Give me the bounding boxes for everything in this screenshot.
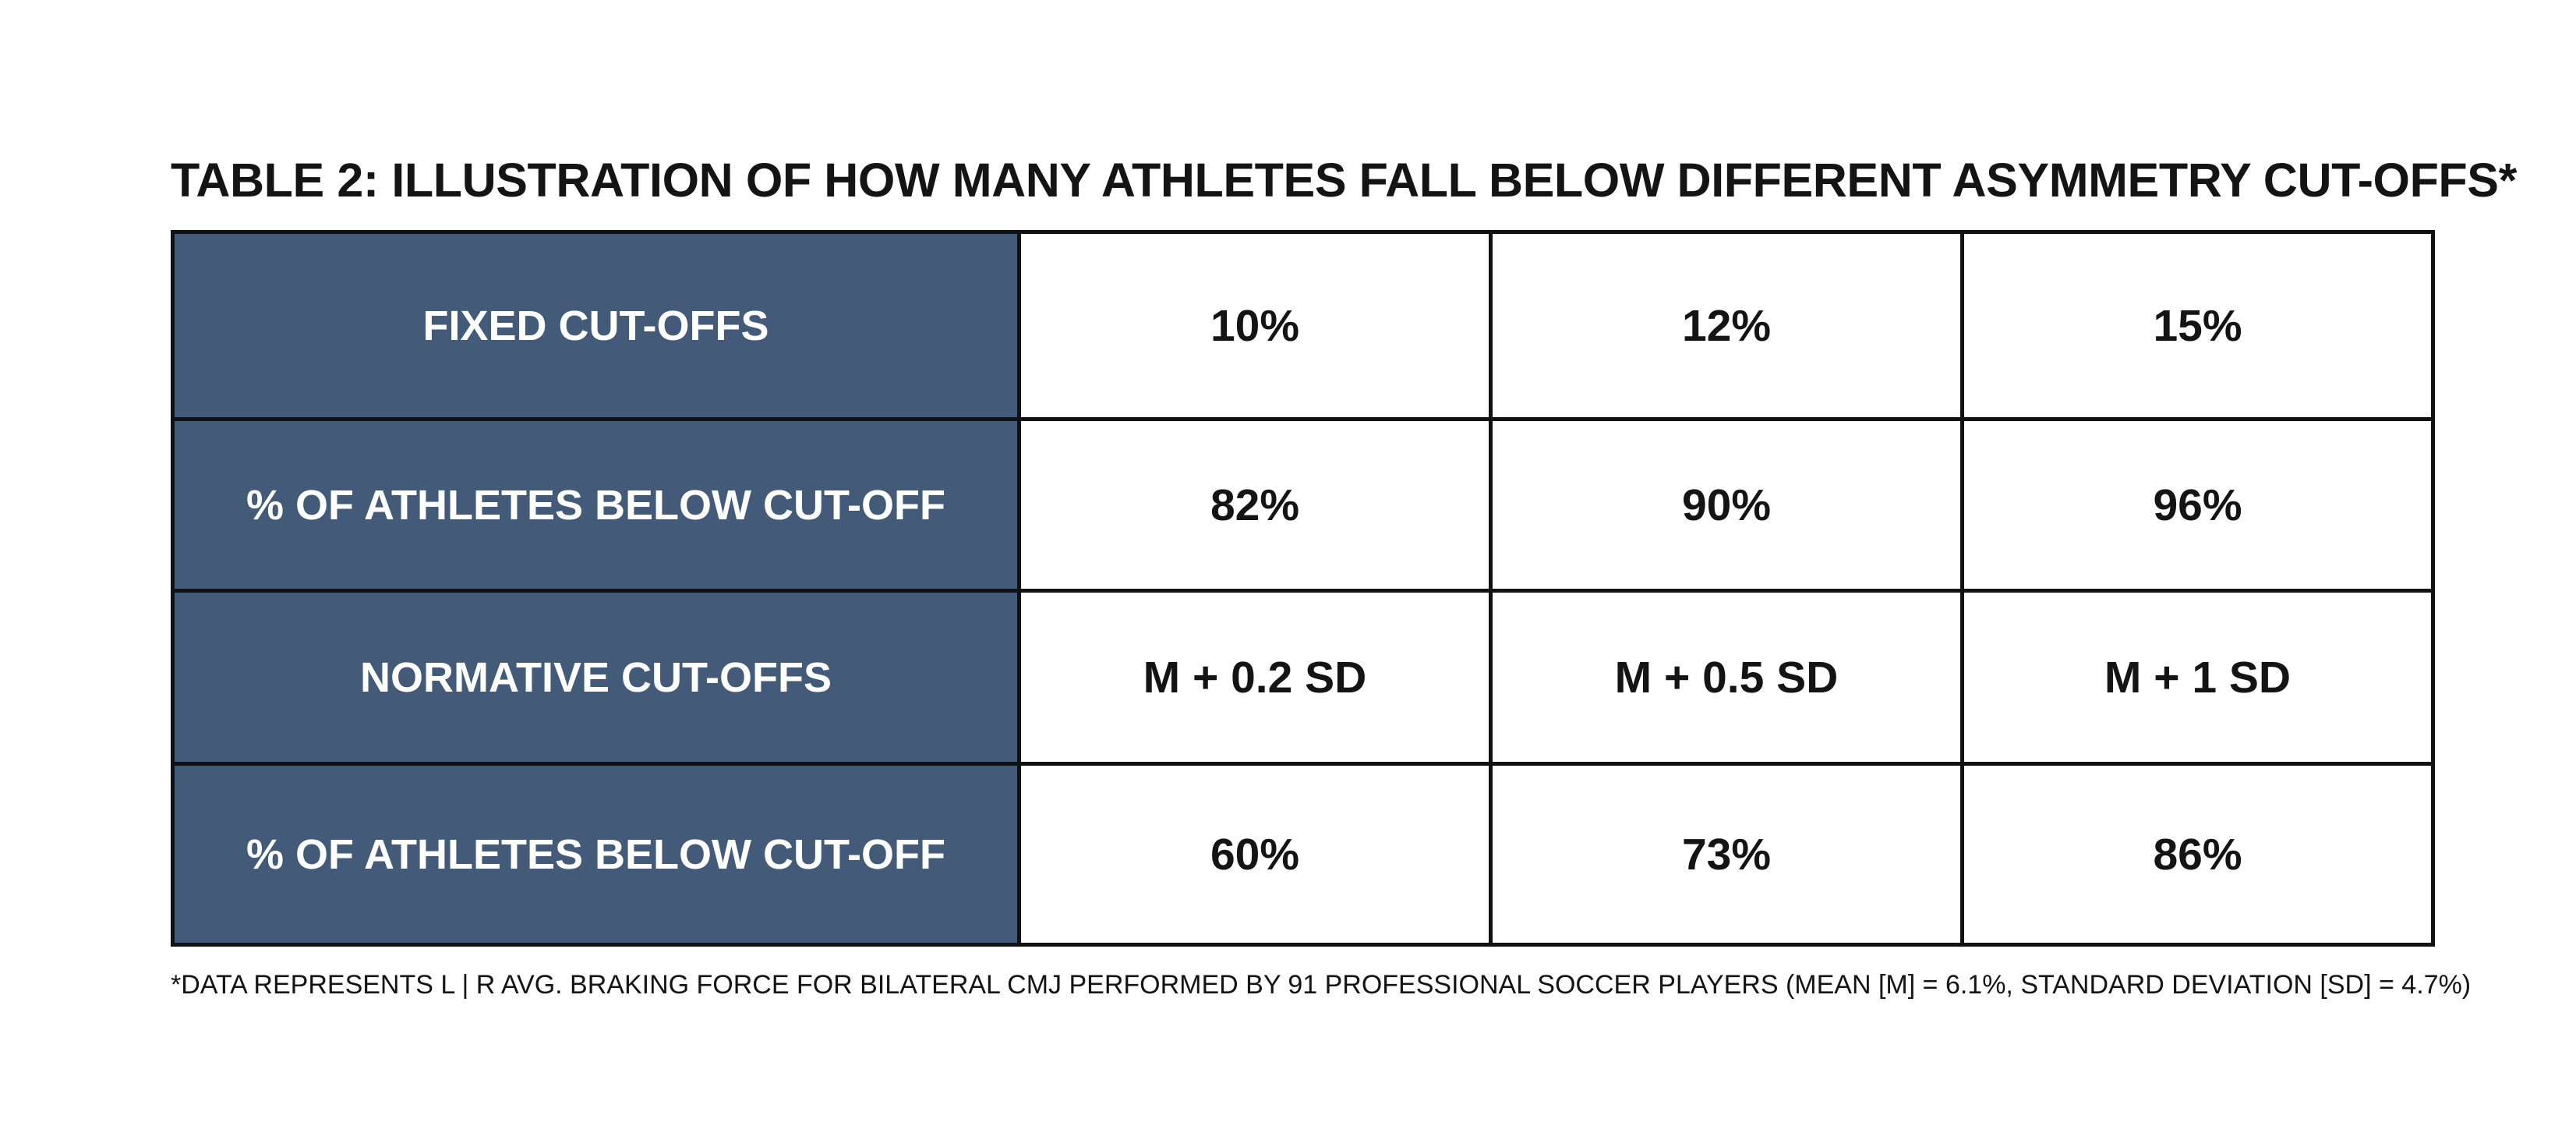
table-row-athletes-below-normative: % OF ATHLETES BELOW CUT-OFF 60% 73% 86%	[171, 762, 2435, 947]
table-footnote: *DATA REPRESENTS L | R AVG. BRAKING FORC…	[171, 970, 2472, 1000]
table-cell: M + 0.5 SD	[1489, 589, 1964, 766]
row-header: % OF ATHLETES BELOW CUT-OFF	[171, 762, 1021, 947]
row-header: % OF ATHLETES BELOW CUT-OFF	[171, 417, 1021, 593]
row-header: FIXED CUT-OFFS	[171, 230, 1021, 421]
table-cell: 90%	[1489, 417, 1964, 593]
table-cell: 12%	[1489, 230, 1964, 421]
table-cell: 73%	[1489, 762, 1964, 947]
table-cell: 82%	[1017, 417, 1493, 593]
table-cell: 15%	[1960, 230, 2435, 421]
table-cell: 86%	[1960, 762, 2435, 947]
table-cell: M + 1 SD	[1960, 589, 2435, 766]
table-row-normative-cutoffs: NORMATIVE CUT-OFFS M + 0.2 SD M + 0.5 SD…	[171, 589, 2435, 766]
table-cell: M + 0.2 SD	[1017, 589, 1493, 766]
table-cell: 10%	[1017, 230, 1493, 421]
row-header: NORMATIVE CUT-OFFS	[171, 589, 1021, 766]
asymmetry-cutoff-table: FIXED CUT-OFFS 10% 12% 15% % OF ATHLETES…	[171, 230, 2435, 947]
table-title: TABLE 2: ILLUSTRATION OF HOW MANY ATHLET…	[171, 154, 2517, 207]
table-row-fixed-cutoffs: FIXED CUT-OFFS 10% 12% 15%	[171, 230, 2435, 421]
table-row-athletes-below-fixed: % OF ATHLETES BELOW CUT-OFF 82% 90% 96%	[171, 417, 2435, 593]
table-cell: 60%	[1017, 762, 1493, 947]
table-cell: 96%	[1960, 417, 2435, 593]
